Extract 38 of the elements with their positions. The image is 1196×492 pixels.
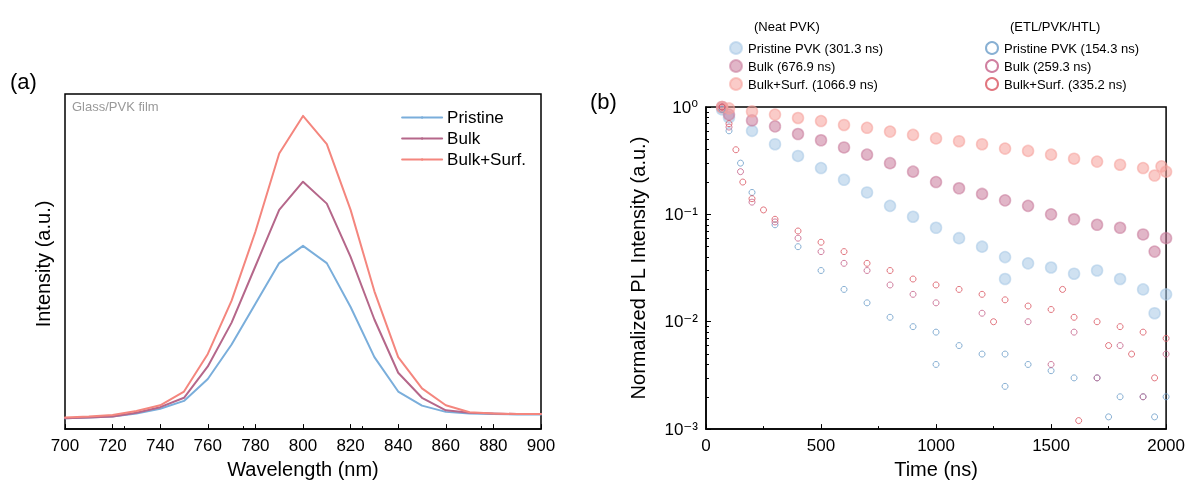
x-tick-label: 900 xyxy=(526,436,556,456)
x-tick-label: 840 xyxy=(384,436,413,456)
x-tick-label: 500 xyxy=(806,436,836,456)
legend-label: Pristine xyxy=(447,108,504,127)
x-tick-label: 2000 xyxy=(1147,436,1185,456)
y-tick-label: 10⁻² xyxy=(664,312,699,332)
x-axis-title: Time (ns) xyxy=(894,458,978,480)
legend-label: Pristine PVK (154.3 ns) xyxy=(1004,40,1140,56)
text: (b) xyxy=(590,88,617,114)
legend-label: Bulk+Surf. (335.2 ns) xyxy=(1004,76,1127,92)
x-tick-label: 0 xyxy=(701,436,711,456)
y-axis-title: Intensity (a.u.) xyxy=(32,200,54,328)
text: (a) xyxy=(10,68,37,94)
legend-label: Bulk (676.9 ns) xyxy=(748,58,836,74)
x-tick-label: 820 xyxy=(336,436,365,456)
x-tick-label: 760 xyxy=(193,436,222,456)
text: (ETL/PVK/HTL) xyxy=(1010,19,1101,34)
x-tick-label: 800 xyxy=(288,436,318,456)
x-axis-title: Wavelength (nm) xyxy=(227,458,379,480)
x-tick-label: 880 xyxy=(479,436,508,456)
x-tick-label: 740 xyxy=(146,436,175,456)
legend-label: Bulk xyxy=(447,129,481,148)
legend-label: Bulk+Surf. (1066.9 ns) xyxy=(748,76,878,92)
text: (Neat PVK) xyxy=(754,19,820,34)
y-axis-title: Normalized PL Intensity (a.u.) xyxy=(627,136,649,400)
x-tick-label: 780 xyxy=(241,436,270,456)
x-tick-label: 1500 xyxy=(1032,436,1070,456)
y-tick-label: 10⁻¹ xyxy=(664,204,699,224)
y-tick-label: 10⁰ xyxy=(672,97,699,117)
x-tick-label: 1000 xyxy=(917,436,955,456)
x-tick-label: 720 xyxy=(98,436,127,456)
x-tick-label: 860 xyxy=(431,436,460,456)
legend-label: Bulk+Surf. xyxy=(447,150,527,169)
legend-label: Bulk (259.3 ns) xyxy=(1004,58,1092,74)
legend-label: Pristine PVK (301.3 ns) xyxy=(748,40,884,56)
y-tick-label: 10⁻³ xyxy=(664,419,699,439)
text: Glass/PVK film xyxy=(72,99,159,114)
x-tick-label: 700 xyxy=(50,436,80,456)
